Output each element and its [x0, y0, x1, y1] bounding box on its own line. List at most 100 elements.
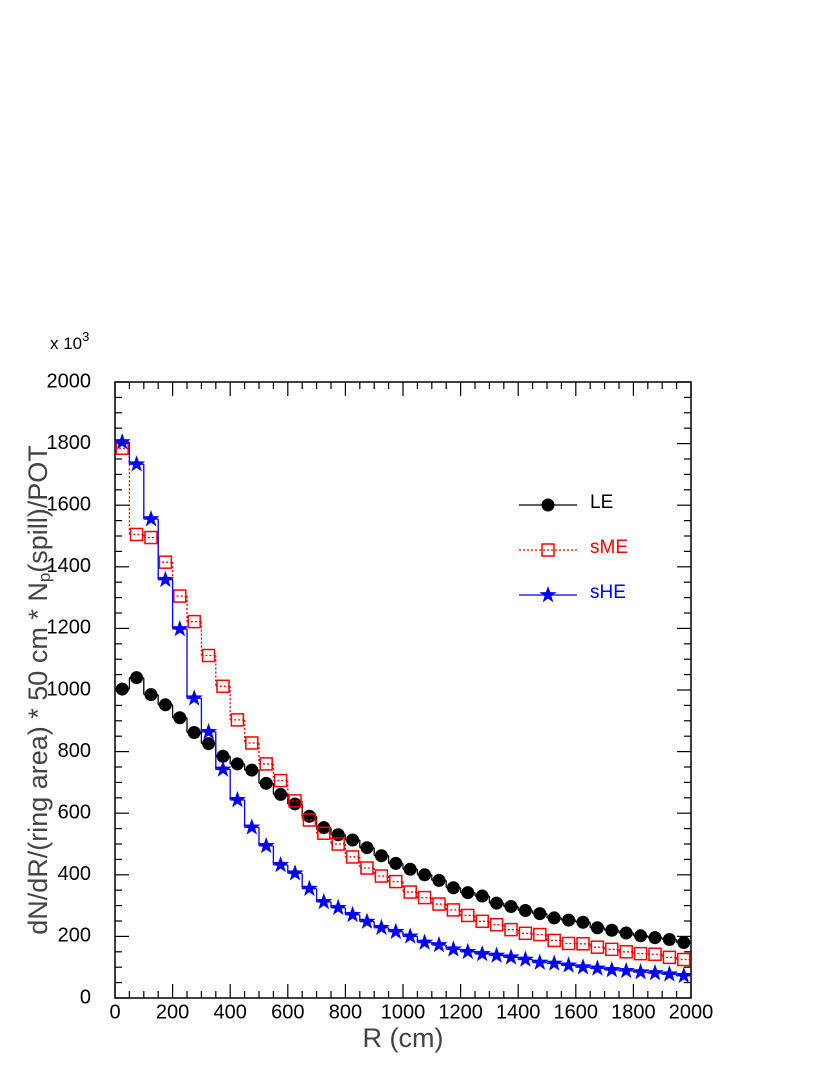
marker: [389, 856, 403, 870]
marker: [646, 964, 664, 981]
x-tick-label: 800: [329, 1001, 362, 1023]
marker: [461, 886, 475, 900]
legend-label: LE: [590, 492, 613, 513]
x-tick-label: 1200: [438, 1001, 483, 1023]
y-tick-label: 200: [58, 925, 91, 947]
y-title-main: dN/dR/(ring area) * 50 cm * N: [23, 582, 53, 935]
y-tick-label: 1000: [47, 678, 92, 700]
marker: [288, 797, 302, 811]
legend-marker: [541, 498, 555, 512]
marker: [446, 881, 460, 895]
marker: [216, 749, 230, 763]
marker: [113, 433, 131, 450]
marker: [518, 926, 533, 941]
marker: [202, 737, 216, 751]
marker: [331, 837, 345, 851]
marker: [403, 885, 417, 899]
marker: [446, 903, 461, 917]
marker: [173, 589, 187, 603]
marker: [475, 914, 489, 929]
marker: [173, 711, 187, 725]
marker: [360, 861, 374, 875]
x-tick-label: 2000: [669, 1001, 714, 1023]
marker: [416, 933, 434, 950]
marker: [346, 833, 360, 847]
marker: [331, 828, 345, 842]
marker: [401, 927, 419, 944]
multiplier-exp: 3: [82, 329, 89, 344]
y-tick-label: 600: [58, 801, 91, 823]
y-axis-title: dN/dR/(ring area) * 50 cm * Np(spill)/PO…: [23, 445, 54, 935]
marker: [634, 929, 648, 943]
marker: [130, 671, 144, 685]
marker: [360, 841, 374, 855]
marker: [201, 648, 216, 663]
marker: [561, 936, 576, 951]
marker: [286, 864, 304, 881]
y-tick-label: 1800: [47, 432, 92, 454]
marker: [475, 889, 489, 903]
marker: [660, 965, 678, 982]
x-tick-label: 600: [271, 1001, 304, 1023]
marker: [430, 936, 448, 953]
marker: [274, 787, 288, 801]
marker: [533, 907, 547, 921]
marker: [129, 527, 144, 542]
marker: [128, 455, 146, 472]
marker: [187, 726, 201, 740]
marker: [489, 917, 504, 932]
marker: [329, 898, 347, 916]
marker: [389, 874, 403, 889]
legend-marker: [539, 586, 557, 603]
marker: [488, 946, 506, 963]
marker: [619, 926, 633, 940]
marker: [228, 790, 246, 808]
y-tick-label: 2000: [47, 370, 92, 392]
marker: [648, 947, 662, 962]
marker: [677, 952, 691, 967]
marker: [603, 960, 621, 978]
marker: [257, 836, 275, 854]
marker: [590, 921, 604, 935]
marker: [518, 904, 532, 918]
marker: [302, 809, 316, 823]
marker: [605, 923, 619, 937]
marker: [171, 620, 189, 637]
marker: [142, 510, 160, 527]
marker: [533, 927, 547, 942]
marker: [214, 760, 232, 777]
marker: [459, 942, 477, 960]
x-tick-label: 1400: [496, 1001, 541, 1023]
marker: [617, 961, 635, 979]
x-tick-label: 1600: [554, 1001, 599, 1023]
marker: [358, 912, 376, 929]
y-title-sub: p: [35, 573, 54, 582]
marker: [144, 688, 158, 702]
marker: [531, 953, 549, 970]
marker: [588, 959, 606, 976]
marker: [273, 773, 288, 788]
x-tick-label: 0: [109, 1001, 120, 1023]
marker: [344, 905, 362, 923]
marker: [288, 794, 302, 808]
marker: [200, 722, 218, 740]
marker: [605, 942, 619, 957]
x-tick-label: 400: [214, 1001, 247, 1023]
marker: [185, 689, 203, 706]
marker: [432, 873, 446, 887]
marker: [300, 879, 318, 896]
multiplier: x 103: [50, 329, 89, 353]
y-tick-label: 400: [58, 863, 91, 885]
marker: [545, 954, 563, 971]
marker: [144, 530, 158, 545]
marker: [432, 897, 446, 911]
marker: [562, 913, 576, 927]
y-tick-label: 1400: [47, 555, 92, 577]
marker: [461, 908, 475, 923]
marker: [504, 900, 518, 914]
legend-marker: [541, 543, 555, 557]
marker: [574, 958, 592, 975]
y-tick-label: 1200: [47, 617, 92, 639]
multiplier-base: x 10: [50, 334, 82, 353]
